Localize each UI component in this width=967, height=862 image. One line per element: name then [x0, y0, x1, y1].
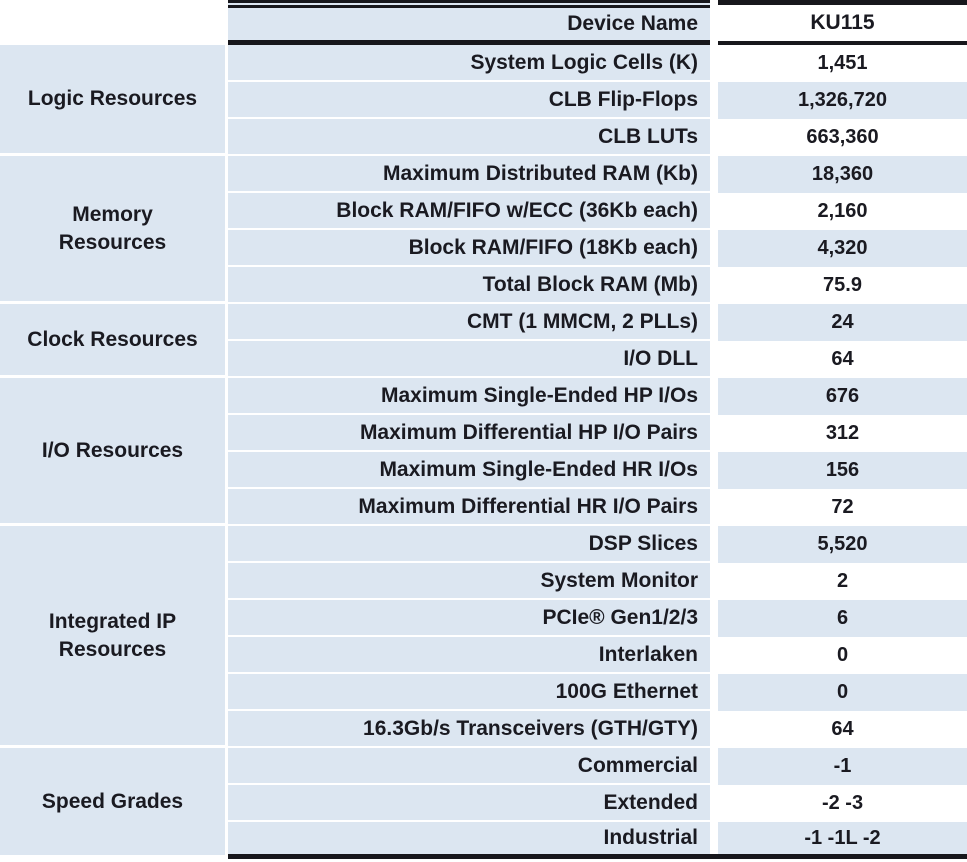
row-label: 100G Ethernet: [228, 674, 710, 711]
row-value-text: 2,160: [718, 193, 967, 230]
row-label: DSP Slices: [228, 526, 710, 563]
row-value-text: 0: [718, 674, 967, 711]
row-value-text: 156: [718, 452, 967, 489]
row-value-text: 1,326,720: [718, 82, 967, 119]
row-value: 0: [710, 637, 967, 674]
row-value: 6: [710, 600, 967, 637]
row-value-text: 663,360: [718, 119, 967, 156]
row-value: 64: [710, 711, 967, 748]
category-cell: Memory Resources: [0, 156, 228, 304]
row-label: Block RAM/FIFO (18Kb each): [228, 230, 710, 267]
row-label: Total Block RAM (Mb): [228, 267, 710, 304]
row-value-text: 6: [718, 600, 967, 637]
row-label: CLB Flip-Flops: [228, 82, 710, 119]
category-cell: Clock Resources: [0, 304, 228, 378]
category-cell: Integrated IP Resources: [0, 526, 228, 748]
row-label: CLB LUTs: [228, 119, 710, 156]
row-value: 4,320: [710, 230, 967, 267]
row-label: 16.3Gb/s Transceivers (GTH/GTY): [228, 711, 710, 748]
row-value-text: 2: [718, 563, 967, 600]
row-value: 75.9: [710, 267, 967, 304]
row-value: 1,451: [710, 45, 967, 82]
row-value: 663,360: [710, 119, 967, 156]
row-label: System Logic Cells (K): [228, 45, 710, 82]
row-value: 156: [710, 452, 967, 489]
row-value-text: 1,451: [718, 45, 967, 82]
row-label: Maximum Single-Ended HR I/Os: [228, 452, 710, 489]
row-label: System Monitor: [228, 563, 710, 600]
category-cell: Logic Resources: [0, 45, 228, 156]
row-value-text: -1: [718, 748, 967, 785]
row-label: Maximum Differential HP I/O Pairs: [228, 415, 710, 452]
row-value: -1 -1L -2: [710, 822, 967, 859]
row-value: 2,160: [710, 193, 967, 230]
row-value: -1: [710, 748, 967, 785]
category-cell: Speed Grades: [0, 748, 228, 859]
row-value: 2: [710, 563, 967, 600]
row-value-text: 64: [718, 341, 967, 378]
row-label: Maximum Single-Ended HP I/Os: [228, 378, 710, 415]
row-value-text: 0: [718, 637, 967, 674]
row-value: 72: [710, 489, 967, 526]
row-value-text: 64: [718, 711, 967, 748]
device-name-header: Device Name: [228, 0, 710, 45]
row-value: 18,360: [710, 156, 967, 193]
row-value: 24: [710, 304, 967, 341]
row-value-text: -1 -1L -2: [718, 822, 967, 854]
row-label: Maximum Distributed RAM (Kb): [228, 156, 710, 193]
row-label: Industrial: [228, 822, 710, 859]
row-value: 1,326,720: [710, 82, 967, 119]
row-value-text: 312: [718, 415, 967, 452]
row-value-text: -2 -3: [718, 785, 967, 822]
category-cell: I/O Resources: [0, 378, 228, 526]
row-value: 64: [710, 341, 967, 378]
row-label: Block RAM/FIFO w/ECC (36Kb each): [228, 193, 710, 230]
header-spacer: [0, 0, 228, 45]
row-label: I/O DLL: [228, 341, 710, 378]
row-value-text: 75.9: [718, 267, 967, 304]
row-label: PCIe® Gen1/2/3: [228, 600, 710, 637]
row-value: 312: [710, 415, 967, 452]
row-label: Maximum Differential HR I/O Pairs: [228, 489, 710, 526]
row-label: Interlaken: [228, 637, 710, 674]
row-value-text: 18,360: [718, 156, 967, 193]
row-value: 0: [710, 674, 967, 711]
row-value: 5,520: [710, 526, 967, 563]
row-value: 676: [710, 378, 967, 415]
row-value-text: 4,320: [718, 230, 967, 267]
row-label: Commercial: [228, 748, 710, 785]
row-value: -2 -3: [710, 785, 967, 822]
device-name-value: KU115: [718, 0, 967, 45]
row-value-text: 72: [718, 489, 967, 526]
row-label: Extended: [228, 785, 710, 822]
row-value-text: 24: [718, 304, 967, 341]
row-value-text: 5,520: [718, 526, 967, 563]
row-value-text: 676: [718, 378, 967, 415]
row-label: CMT (1 MMCM, 2 PLLs): [228, 304, 710, 341]
